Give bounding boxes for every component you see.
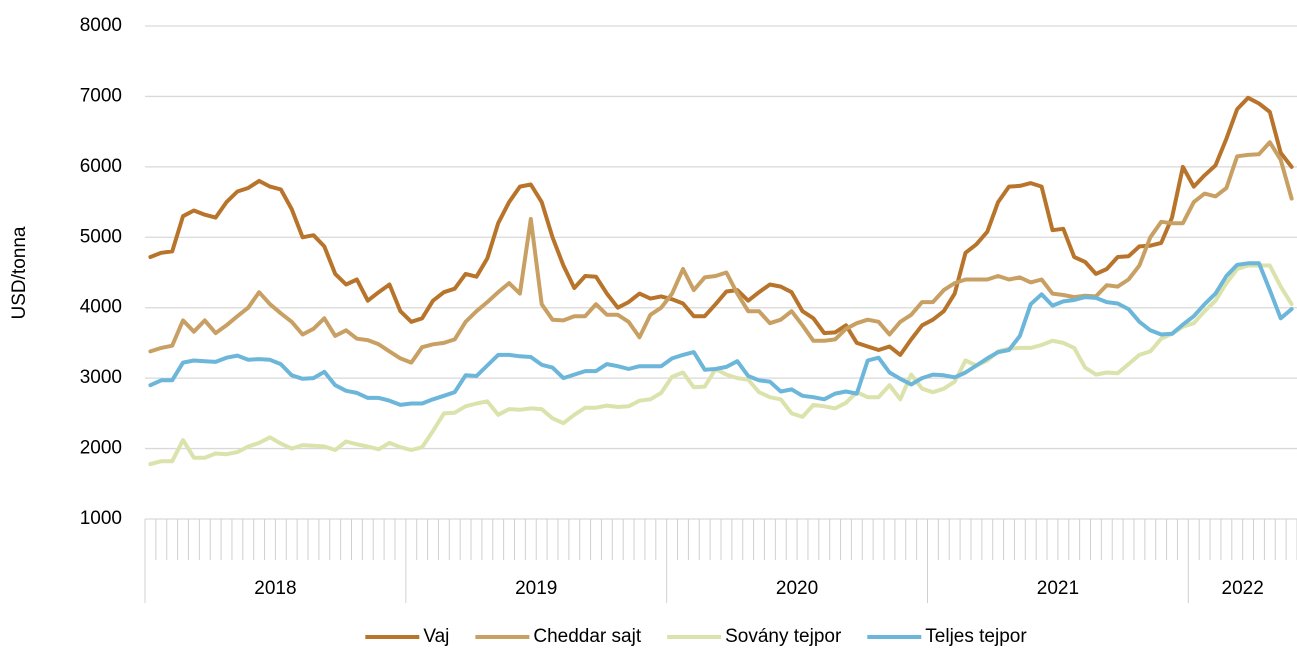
series-line [148, 263, 1294, 467]
legend-label: Teljes tejpor [925, 626, 1027, 647]
series-line [148, 261, 1294, 407]
x-group-label: 2021 [1037, 578, 1079, 599]
y-tick-label: 6000 [80, 156, 122, 177]
y-tick-label: 3000 [80, 367, 122, 388]
series-line [148, 95, 1294, 357]
y-tick-label: 8000 [80, 15, 122, 36]
x-group-label: 2022 [1222, 578, 1264, 599]
series-line [148, 140, 1294, 365]
y-tick-label: 5000 [80, 226, 122, 247]
y-tick-label: 7000 [80, 85, 122, 106]
y-tick-label: 1000 [80, 508, 122, 529]
y-tick-label: 2000 [80, 438, 122, 459]
x-group-label: 2020 [776, 578, 818, 599]
x-group-label: 2018 [254, 578, 296, 599]
y-axis-label: USD/tonna [9, 226, 30, 319]
y-tick-label: 4000 [80, 297, 122, 318]
legend-label: Cheddar sajt [533, 626, 641, 647]
legend-label: Sovány tejpor [725, 626, 842, 647]
x-group-label: 2019 [515, 578, 557, 599]
legend-label: Vaj [423, 626, 449, 647]
